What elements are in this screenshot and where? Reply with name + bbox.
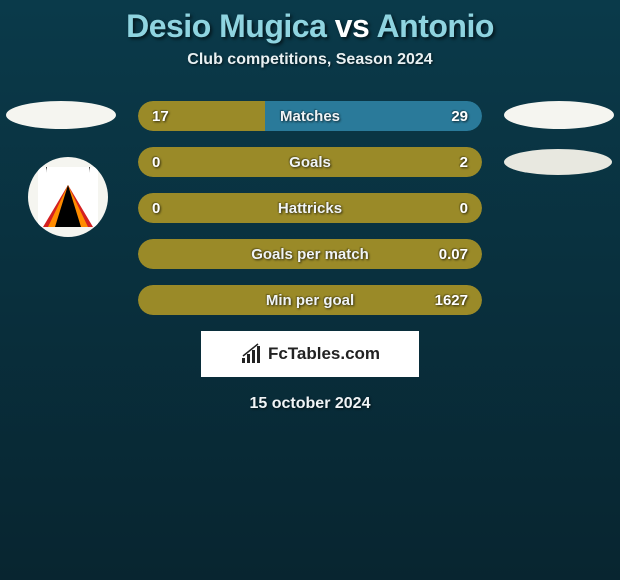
stat-value-right: 0.07 bbox=[439, 246, 468, 263]
content-area: CAB 17Matches290Goals20Hattricks0Goals p… bbox=[0, 101, 620, 413]
stat-label: Min per goal bbox=[138, 292, 482, 309]
stat-value-right: 2 bbox=[460, 154, 468, 171]
stat-value-right: 0 bbox=[460, 200, 468, 217]
player1-badge-placeholder bbox=[6, 101, 116, 129]
brand-label: FcTables.com bbox=[240, 343, 380, 365]
club-badge-inner: CAB bbox=[38, 167, 98, 227]
player2-badge-placeholder-2 bbox=[504, 149, 612, 175]
player2-name: Antonio bbox=[377, 8, 494, 44]
stat-row: 0Hattricks0 bbox=[138, 193, 482, 223]
svg-text:CAB: CAB bbox=[62, 172, 76, 178]
brand-box: FcTables.com bbox=[201, 331, 419, 377]
club-crest-icon: CAB bbox=[38, 167, 98, 227]
stats-list: 17Matches290Goals20Hattricks0Goals per m… bbox=[138, 101, 482, 315]
player2-badge-placeholder bbox=[504, 101, 614, 129]
player1-name: Desio Mugica bbox=[126, 8, 326, 44]
stat-label: Hattricks bbox=[138, 200, 482, 217]
page-title: Desio Mugica vs Antonio bbox=[0, 0, 620, 45]
stat-label: Matches bbox=[138, 108, 482, 125]
date-label: 15 october 2024 bbox=[18, 395, 602, 413]
stat-label: Goals per match bbox=[138, 246, 482, 263]
comparison-infographic: Desio Mugica vs Antonio Club competition… bbox=[0, 0, 620, 580]
stat-row: Goals per match0.07 bbox=[138, 239, 482, 269]
chart-icon bbox=[240, 343, 262, 365]
stat-label: Goals bbox=[138, 154, 482, 171]
stat-row: 17Matches29 bbox=[138, 101, 482, 131]
subtitle: Club competitions, Season 2024 bbox=[0, 51, 620, 69]
stat-value-right: 1627 bbox=[435, 292, 468, 309]
vs-separator: vs bbox=[335, 8, 370, 44]
stat-row: 0Goals2 bbox=[138, 147, 482, 177]
brand-text: FcTables.com bbox=[268, 344, 380, 364]
club-badge: CAB bbox=[28, 157, 108, 237]
stat-value-right: 29 bbox=[451, 108, 468, 125]
stat-row: Min per goal1627 bbox=[138, 285, 482, 315]
